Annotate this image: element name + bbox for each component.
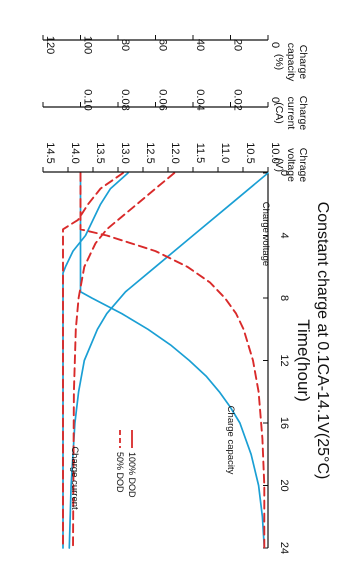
voltage-tick-label: 12.0	[169, 142, 181, 163]
capacity-axis-name: Charge	[297, 45, 309, 80]
annotation-charge-voltage: Charge voltage	[260, 202, 271, 266]
voltage-tick-label: 10.5	[244, 142, 256, 163]
current-tick-label: 0.10	[82, 89, 94, 110]
series-charge-current-100-dod	[79, 172, 266, 549]
voltage-tick-label: 11.5	[194, 143, 206, 164]
chart-title: Constant charge at 0.1CA-14.1V(25°C)	[314, 202, 331, 480]
voltage-axis-name: Chrage	[297, 148, 309, 183]
current-tick-label: 0.08	[119, 89, 131, 110]
current-tick-label: 0	[269, 97, 281, 103]
voltage-tick-label: 13.0	[119, 142, 131, 163]
current-tick-label: 0.06	[157, 89, 169, 110]
annotation-charge-current: Charge current	[69, 446, 80, 510]
current-axis-name-2: current	[285, 97, 297, 130]
time-tick-label: 12	[278, 354, 290, 366]
series-charge-current-50-dod	[79, 172, 266, 549]
time-tick-label: 4	[278, 232, 290, 238]
capacity-axis-unit: (%)	[273, 54, 285, 70]
current-axis-name: Charge	[297, 96, 309, 131]
current-tick-label: 0.02	[232, 89, 244, 110]
capacity-tick-label: 100	[82, 36, 94, 54]
voltage-tick-label: 13.5	[94, 142, 106, 163]
annotation-charge-capacity: Charge capacity	[225, 406, 236, 475]
series-charge-voltage-50-dod	[62, 172, 124, 549]
capacity-tick-label: 60	[157, 39, 169, 51]
time-tick-label: 0	[278, 170, 290, 176]
series-charge-capacity-100-dod	[68, 172, 269, 549]
current-tick-label: 0.04	[194, 89, 206, 110]
capacity-tick-label: 0	[269, 42, 281, 48]
capacity-axis-name-2: capacity	[285, 43, 297, 82]
voltage-tick-label: 11.0	[219, 143, 231, 164]
x-axis-title: Time(hour)	[294, 319, 313, 402]
time-tick-label: 16	[278, 417, 290, 429]
capacity-tick-label: 120	[44, 36, 56, 54]
voltage-tick-label: 14.5	[44, 142, 56, 163]
voltage-tick-label: 10.0	[269, 142, 281, 163]
voltage-axis-name-2: voltage	[285, 148, 297, 182]
voltage-tick-label: 12.5	[144, 142, 156, 163]
time-tick-label: 8	[278, 295, 290, 301]
voltage-tick-label: 14.0	[69, 142, 81, 163]
time-tick-label: 24	[278, 542, 290, 554]
current-axis-unit: (CA)	[273, 102, 285, 124]
capacity-tick-label: 20	[232, 39, 244, 51]
legend-label-0: 100% DOD	[127, 452, 137, 498]
capacity-tick-label: 80	[119, 39, 131, 51]
legend-label-1: 50% DOD	[115, 452, 125, 493]
capacity-tick-label: 40	[194, 39, 206, 51]
time-tick-label: 20	[278, 479, 290, 491]
voltage-axis-unit: (V)	[273, 158, 285, 172]
series-charge-capacity-50-dod	[72, 172, 176, 549]
